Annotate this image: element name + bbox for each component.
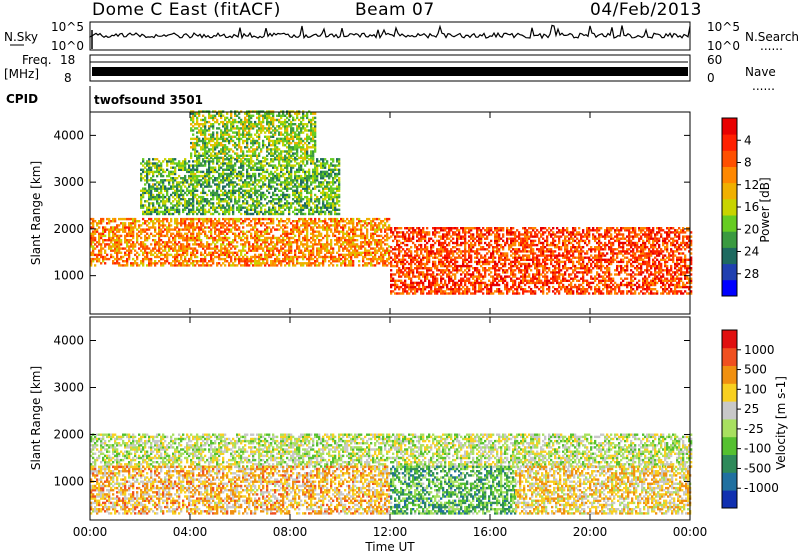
velocity-colorbar-frame [721, 329, 738, 509]
power-y-tick-label: 4000 [53, 128, 84, 142]
velocity-colorbar-tick-label: -25 [744, 422, 764, 436]
nsky-tick-top: 10^5 [51, 20, 84, 34]
velocity-echo-band-1 [90, 433, 693, 468]
power-colorbar-tick-label: 24 [744, 245, 759, 259]
power-colorbar-swatch [722, 182, 737, 200]
time-tick-label: 00:00 [73, 525, 108, 539]
velocity-colorbar-tick-label: 25 [744, 402, 759, 416]
nave-tick-bottom: 0 [707, 71, 715, 85]
power-echo-band-2 [390, 227, 693, 295]
power-y-tick-label: 3000 [53, 175, 84, 189]
power-y-tick-label: 2000 [53, 222, 84, 236]
time-tick-label: 00:00 [673, 525, 708, 539]
velocity-colorbar-swatch [722, 383, 737, 402]
velocity-echo-band-2 [90, 465, 391, 515]
velocity-colorbar-tick-label: 500 [744, 363, 767, 377]
power-echo-band-1 [90, 217, 391, 267]
velocity-y-tick-label: 1000 [53, 474, 84, 488]
power-colorbar-swatch [722, 279, 737, 297]
velocity-colorbar-tick-label: -500 [744, 461, 771, 475]
power-colorbar-swatch [722, 134, 737, 151]
power-colorbar-tick-label: 28 [744, 267, 759, 281]
velocity-colorbar-swatch [722, 419, 737, 438]
velocity-heatmap [90, 433, 693, 515]
nsky-panel [89, 21, 691, 51]
power-colorbar-tick-label: 16 [744, 200, 759, 214]
time-tick-label: 08:00 [273, 525, 308, 539]
velocity-y-label: Slant Range [km] [29, 366, 43, 470]
power-echo-band-4 [190, 110, 317, 160]
power-colorbar-label: Power [dB] [758, 177, 772, 242]
freq-unit-label: [MHz] [4, 67, 39, 81]
power-colorbar-swatch [722, 231, 737, 248]
velocity-y-tick-label: 4000 [53, 333, 84, 347]
nave-label: Nave [745, 65, 776, 79]
nsearch-tick-bottom: 10^0 [707, 39, 740, 53]
time-tick-label: 20:00 [573, 525, 608, 539]
date-title: 04/Feb/2013 [590, 0, 702, 20]
velocity-y-tick-label: 2000 [53, 427, 84, 441]
power-heatmap [90, 110, 693, 295]
power-colorbar-swatch [722, 263, 737, 281]
nsearch-label: N.Search [745, 30, 799, 44]
nsearch-legend-dots: ...... [760, 39, 783, 53]
velocity-y-axis: 1000 2000 3000 4000 [53, 333, 690, 488]
power-colorbar-tick-label: 12 [744, 178, 759, 192]
velocity-colorbar-swatch [722, 347, 737, 366]
power-colorbar-swatch [722, 198, 737, 216]
nave-tick-top: 60 [707, 53, 722, 67]
power-colorbar-swatch [722, 118, 737, 135]
nsky-line [89, 24, 691, 40]
time-tick-label: 16:00 [473, 525, 508, 539]
time-tick-label: 04:00 [173, 525, 208, 539]
power-colorbar-tick-label: 4 [744, 133, 752, 147]
velocity-echo-band-4 [515, 465, 692, 515]
freq-tick-top: 18 [60, 53, 75, 67]
power-colorbar-swatch [722, 166, 737, 184]
nave-trace [92, 67, 688, 76]
power-echo-band-3 [140, 158, 341, 216]
freq-tick-bottom: 8 [64, 71, 72, 85]
velocity-colorbar-swatch [722, 472, 737, 491]
power-y-axis: 1000 2000 3000 4000 [53, 128, 690, 283]
power-colorbar-tick-label: 20 [744, 222, 759, 236]
velocity-colorbar-tick-label: -100 [744, 442, 771, 456]
velocity-colorbar-swatch [722, 436, 737, 455]
power-colorbar: 4 8 12 16 20 24 28 [721, 117, 759, 297]
velocity-y-tick-label: 3000 [53, 380, 84, 394]
nave-legend-dots: ...... [752, 79, 775, 93]
velocity-colorbar-tick-label: -1000 [744, 481, 779, 495]
velocity-colorbar-tick-label: 1000 [744, 343, 775, 357]
velocity-colorbar-label: Velocity [m s-1] [774, 376, 788, 470]
power-colorbar-swatch [722, 150, 737, 167]
velocity-colorbar-swatch [722, 365, 737, 384]
time-axis-label: Time UT [364, 540, 415, 554]
nsearch-tick-top: 10^5 [707, 20, 740, 34]
velocity-colorbar-swatch [722, 401, 737, 420]
nsky-tick-bottom: 10^0 [51, 39, 84, 53]
power-y-tick-label: 1000 [53, 269, 84, 283]
velocity-colorbar-tick-label: 100 [744, 382, 767, 396]
velocity-colorbar-swatch [722, 490, 737, 509]
time-tick-label: 12:00 [373, 525, 408, 539]
power-y-label: Slant Range [km] [29, 161, 43, 265]
velocity-colorbar: 1000 500 100 25 -25 -100 -500 -1000 [721, 329, 779, 509]
freq-label: Freq. [22, 53, 52, 67]
cpid-label: CPID [6, 92, 38, 106]
power-colorbar-swatch [722, 215, 737, 232]
nsky-label: N.Sky [4, 30, 38, 44]
radar-title: Dome C East (fitACF) [92, 0, 281, 20]
cpid-value: twofsound 3501 [94, 93, 203, 107]
velocity-colorbar-swatch [722, 330, 737, 349]
beam-title: Beam 07 [355, 0, 435, 20]
time-axis: 00:00 04:00 08:00 12:00 16:00 20:00 00:00 [73, 112, 708, 539]
nsky-trace [89, 24, 691, 49]
freq-panel [89, 54, 691, 82]
power-colorbar-tick-label: 8 [744, 156, 752, 170]
velocity-colorbar-swatch [722, 454, 737, 473]
power-colorbar-swatch [722, 247, 737, 265]
velocity-echo-band-3 [390, 465, 517, 515]
